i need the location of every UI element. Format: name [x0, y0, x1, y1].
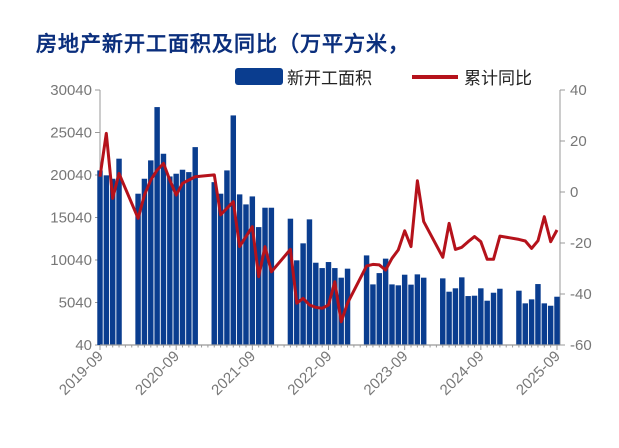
bar — [116, 158, 122, 345]
right-tick-label: 20 — [570, 133, 587, 150]
bar — [490, 292, 497, 345]
bar — [547, 305, 554, 345]
bar — [516, 290, 522, 345]
bar — [395, 285, 402, 345]
bar — [211, 182, 217, 345]
bar — [452, 288, 459, 345]
bar — [478, 288, 484, 345]
bar — [440, 278, 446, 345]
bar — [554, 296, 560, 345]
bar — [465, 296, 471, 345]
bar — [535, 284, 541, 345]
bar — [141, 178, 148, 345]
x-tick-label: 2020-09 — [132, 348, 183, 399]
bar — [484, 300, 490, 345]
left-tick-label: 25040 — [50, 125, 92, 142]
right-tick-label: -20 — [570, 235, 592, 252]
legend-bar-swatch — [235, 68, 283, 85]
x-tick-label: 2023-09 — [361, 348, 412, 399]
bar — [382, 258, 389, 345]
bar — [370, 284, 376, 345]
x-tick-label: 2021-09 — [208, 348, 259, 399]
bar — [389, 284, 395, 345]
bar — [522, 303, 528, 345]
bar — [414, 274, 421, 345]
right-tick-label: 40 — [570, 82, 587, 99]
left-tick-label: 15040 — [50, 210, 92, 227]
bar — [192, 147, 198, 345]
right-tick-label: -40 — [570, 286, 592, 303]
bar — [268, 207, 275, 345]
bar — [160, 153, 167, 345]
legend-line-swatch — [412, 74, 458, 79]
bar — [319, 268, 325, 345]
right-tick-label: 0 — [570, 184, 578, 201]
bar — [255, 227, 262, 345]
bar — [338, 277, 344, 345]
bar — [135, 193, 141, 345]
bar — [401, 274, 408, 345]
left-tick-label: 30040 — [50, 82, 92, 99]
legend-bar-label: 新开工面积 — [287, 69, 372, 89]
legend-line-label: 累计同比 — [464, 69, 532, 89]
bar — [459, 277, 465, 345]
bar — [230, 115, 237, 345]
bar — [97, 170, 103, 345]
chart-title: 房地产新开工面积及同比（万平方米， — [36, 31, 410, 56]
legend: 新开工面积 累计同比 — [235, 64, 532, 89]
bar — [287, 218, 294, 345]
left-tick-label: 40 — [75, 337, 92, 354]
left-tick-label: 10040 — [50, 252, 92, 269]
left-tick-label: 20040 — [50, 167, 92, 184]
bar — [173, 173, 179, 345]
bar — [541, 303, 548, 345]
yoy-line — [98, 131, 559, 324]
bar — [179, 169, 186, 345]
bar — [224, 170, 230, 345]
bar — [471, 295, 478, 345]
bar — [313, 262, 319, 345]
bar — [167, 176, 173, 345]
bar — [408, 284, 414, 345]
right-tick-label: -60 — [570, 337, 592, 354]
bar — [446, 291, 452, 345]
bar — [332, 268, 338, 345]
bar — [154, 107, 160, 346]
x-tick-label: 2024-09 — [437, 348, 488, 399]
bar — [236, 194, 243, 345]
left-tick-label: 5040 — [59, 295, 92, 312]
bar — [109, 178, 116, 345]
bar — [103, 175, 110, 345]
bar — [243, 204, 249, 345]
bar — [376, 273, 383, 345]
bar — [420, 277, 427, 345]
x-tick-label: 2025-09 — [513, 348, 564, 399]
bar — [363, 255, 370, 345]
x-tick-label: 2019-09 — [56, 348, 107, 399]
bar — [186, 172, 192, 345]
bar — [249, 196, 256, 345]
x-tick-label: 2022-09 — [284, 348, 335, 399]
bar — [528, 299, 535, 345]
bar — [262, 207, 268, 345]
bar — [497, 288, 503, 345]
bar — [217, 193, 224, 345]
bar — [148, 160, 154, 345]
bar — [300, 243, 306, 345]
bar — [306, 219, 313, 345]
